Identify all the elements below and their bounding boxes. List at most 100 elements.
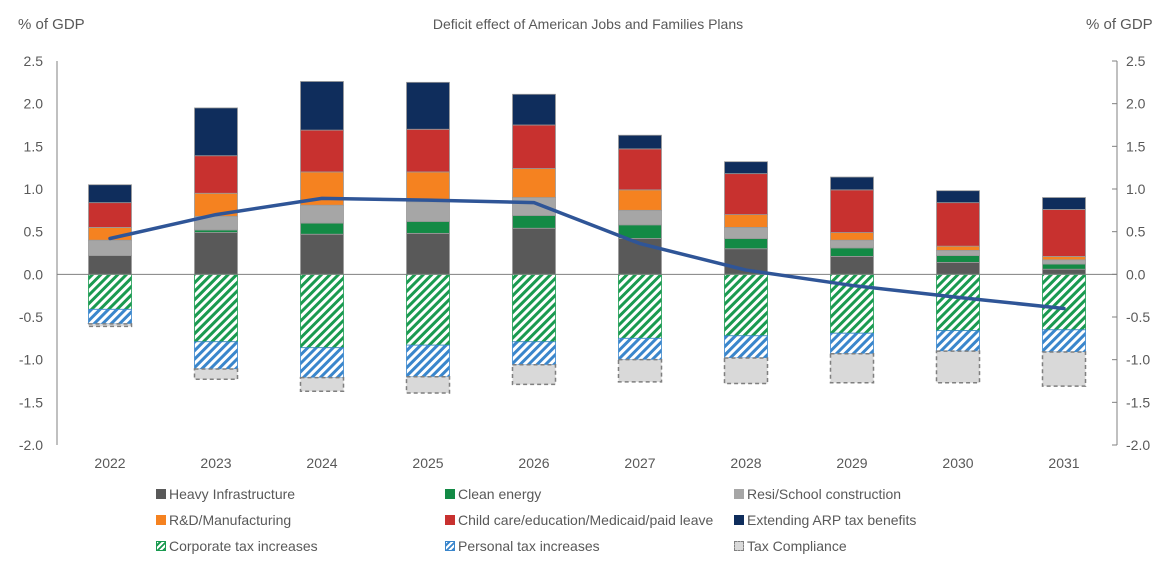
x-tick-label: 2030 [942,455,973,471]
bar-corporate-tax-increases-2028 [724,273,768,337]
y-tick-label-left: -0.5 [19,309,43,325]
y-tick-label-right: -0.5 [1126,309,1150,325]
bar-child-care-education-medicaid-paid-leave-2029 [830,189,874,233]
legend-swatch [445,541,455,551]
bar-extending-arp-tax-benefits-2027 [618,134,662,150]
legend-swatch [445,489,455,499]
bar-clean-energy-2026 [512,215,556,229]
chart-title: Deficit effect of American Jobs and Fami… [432,16,744,32]
x-tick-label: 2026 [518,455,549,471]
bar-corporate-tax-increases-2026 [512,273,556,343]
legend-swatch [734,489,744,499]
y-tick-label-right: 0.5 [1126,224,1146,240]
y-tick-label-right: 1.5 [1126,138,1146,154]
y-tick-label-left: -1.0 [19,352,43,368]
legend-swatch [734,541,744,551]
legend-swatch [156,515,166,525]
bar-child-care-education-medicaid-paid-leave-2031 [1042,209,1086,257]
x-tick-label: 2024 [306,455,337,471]
bar-corporate-tax-increases-2024 [300,273,344,349]
legend-item-resi-school-construction: Resi/School construction [734,484,994,504]
bar-corporate-tax-increases-2027 [618,273,662,339]
bar-extending-arp-tax-benefits-2025 [406,81,450,130]
legend-item-child-care-education-medicaid-paid-leave: Child care/education/Medicaid/paid leave [445,510,734,530]
legend-label: Clean energy [458,486,542,502]
bar-extending-arp-tax-benefits-2024 [300,81,344,131]
bar-heavy-infrastructure-2030 [936,261,980,275]
bar-resi-school-construction-2024 [300,204,344,224]
y-tick-label-right: 2.0 [1126,96,1146,112]
y-tick-label-left: -1.5 [19,394,43,410]
legend-swatch [734,515,744,525]
bar-personal-tax-increases-2029 [830,332,874,355]
bar-tax-compliance-2028 [723,357,769,385]
legend-label: Heavy Infrastructure [169,486,296,502]
legend-item-r-d-manufacturing: R&D/Manufacturing [156,510,445,530]
y-tick-label-left: 0.5 [24,224,44,240]
bar-heavy-infrastructure-2025 [406,232,450,275]
bar-clean-energy-2024 [300,222,344,235]
legend-item-clean-energy: Clean energy [445,484,734,504]
bar-personal-tax-increases-2028 [724,335,768,359]
bar-resi-school-construction-2026 [512,197,556,216]
bar-extending-arp-tax-benefits-2030 [936,190,980,204]
bar-personal-tax-increases-2030 [936,330,980,352]
bar-resi-school-construction-2022 [88,239,132,256]
bar-clean-energy-2031 [1042,263,1086,270]
y-tick-label-right: 0.0 [1126,266,1146,282]
y-tick-label-left: 1.0 [24,181,44,197]
bar-child-care-education-medicaid-paid-leave-2023 [194,155,238,194]
bar-corporate-tax-increases-2023 [194,273,238,343]
legend-label: Child care/education/Medicaid/paid leave [458,512,714,528]
bar-personal-tax-increases-2031 [1042,329,1086,353]
y-tick-label-right: 1.0 [1126,181,1146,197]
bar-tax-compliance-2030 [935,350,981,384]
y-axis-label-left: % of GDP [18,16,85,33]
bar-extending-arp-tax-benefits-2028 [724,161,768,175]
legend-item-corporate-tax-increases: Corporate tax increases [156,536,445,556]
y-axis-label-right: % of GDP [1086,16,1153,33]
legend-item-tax-compliance: Tax Compliance [734,536,994,556]
bar-r-d-manufacturing-2030 [936,245,980,251]
bar-clean-energy-2030 [936,255,980,263]
bar-corporate-tax-increases-2025 [406,273,450,346]
bar-tax-compliance-2031 [1041,351,1087,387]
bar-tax-compliance-2029 [829,352,875,384]
legend-swatch [156,541,166,551]
bar-resi-school-construction-2025 [406,201,450,222]
legend-label: Corporate tax increases [169,538,318,554]
bar-r-d-manufacturing-2026 [512,168,556,198]
legend-label: Tax Compliance [747,538,847,554]
y-tick-label-right: -2.0 [1126,437,1150,453]
legend-swatch [156,489,166,499]
bar-extending-arp-tax-benefits-2031 [1042,197,1086,210]
bar-resi-school-construction-2031 [1042,259,1086,265]
bar-clean-energy-2029 [830,247,874,257]
bar-personal-tax-increases-2025 [406,344,450,378]
bar-r-d-manufacturing-2025 [406,171,450,203]
y-tick-label-left: 2.5 [24,53,44,69]
bar-heavy-infrastructure-2022 [88,255,132,275]
legend-label: Resi/School construction [747,486,902,502]
bar-heavy-infrastructure-2024 [300,233,344,275]
bar-r-d-manufacturing-2029 [830,232,874,241]
legend-item-personal-tax-increases: Personal tax increases [445,536,734,556]
bar-clean-energy-2028 [724,238,768,250]
bar-tax-compliance-2027 [617,358,663,383]
x-tick-label: 2029 [836,455,867,471]
y-tick-label-right: -1.5 [1126,394,1150,410]
bar-heavy-infrastructure-2031 [1042,268,1086,275]
bar-tax-compliance-2026 [511,364,557,386]
bar-child-care-education-medicaid-paid-leave-2022 [88,202,132,228]
bar-tax-compliance-2022 [87,323,133,328]
bar-heavy-infrastructure-2026 [512,227,556,275]
bar-child-care-education-medicaid-paid-leave-2025 [406,128,450,173]
bar-corporate-tax-increases-2030 [936,273,980,332]
bar-tax-compliance-2025 [405,375,451,394]
bar-personal-tax-increases-2027 [618,337,662,361]
bar-personal-tax-increases-2024 [300,347,344,378]
bar-child-care-education-medicaid-paid-leave-2030 [936,202,980,247]
bar-r-d-manufacturing-2028 [724,214,768,228]
bar-child-care-education-medicaid-paid-leave-2028 [724,173,768,215]
